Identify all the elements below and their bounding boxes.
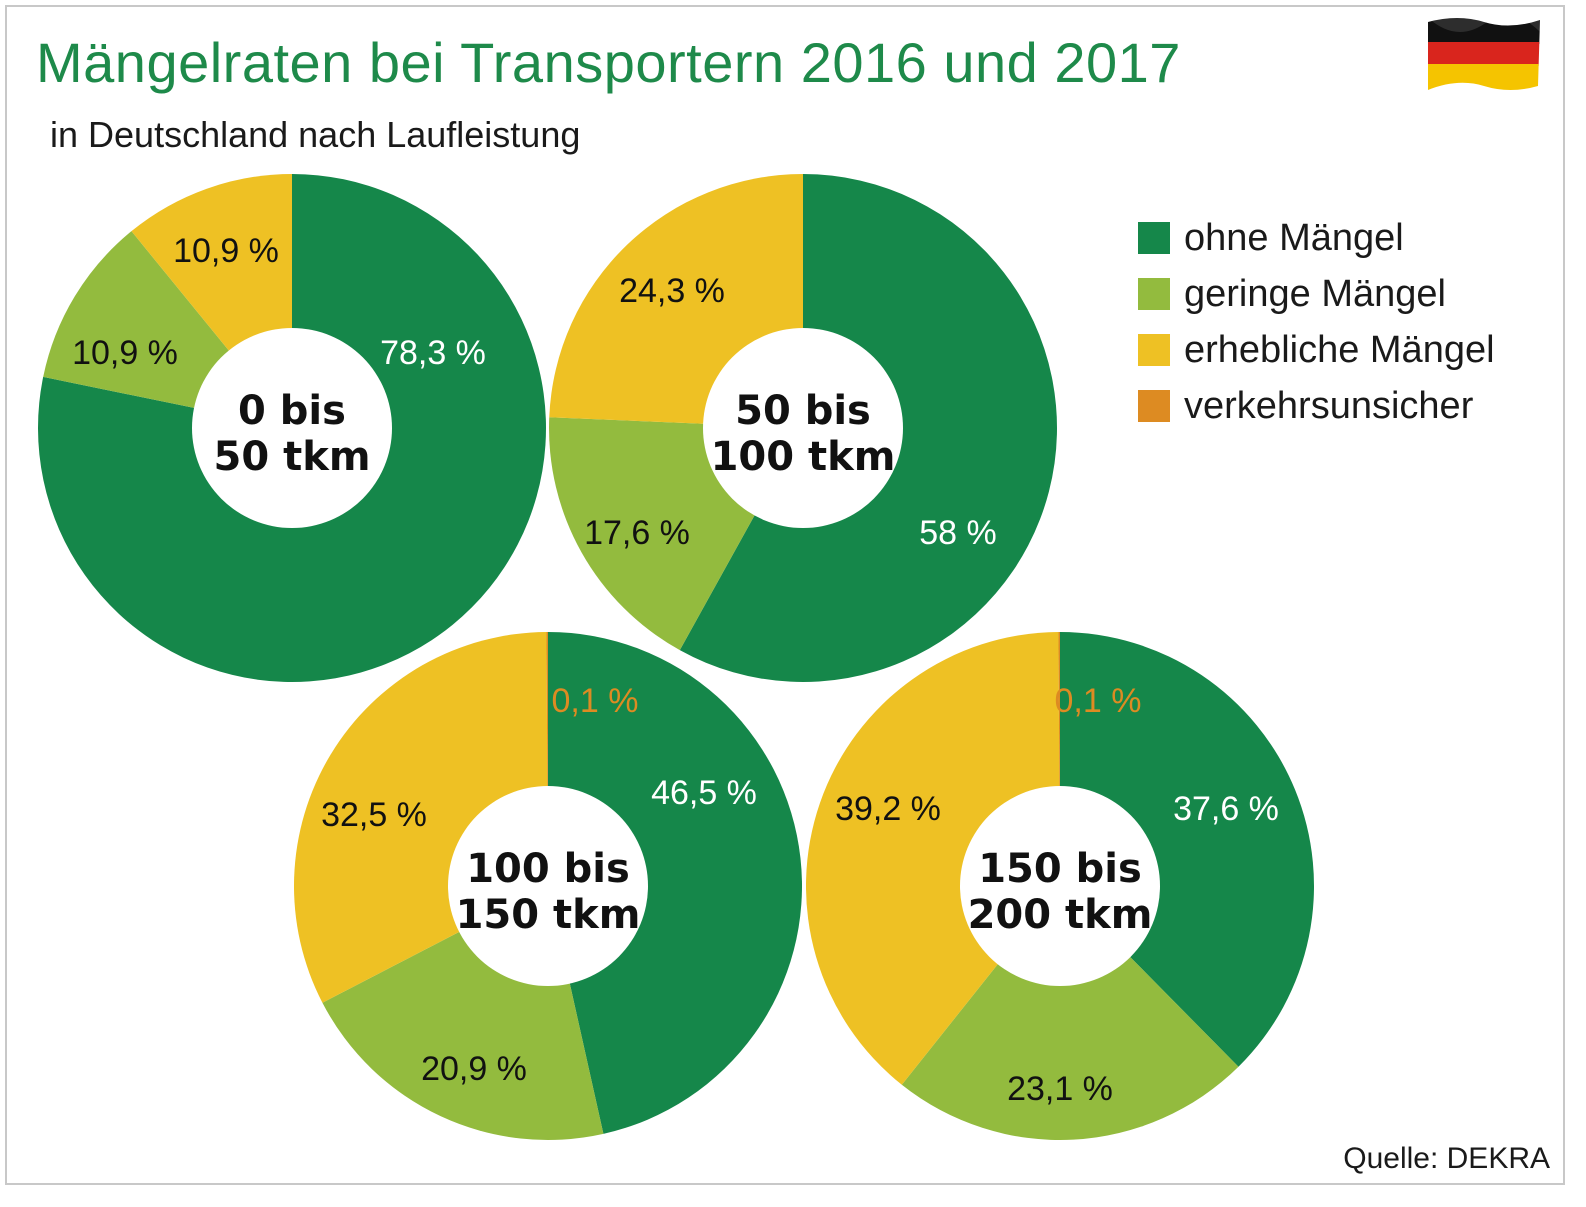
donut-hole <box>703 328 903 528</box>
donut-hole <box>960 786 1160 986</box>
data-label-erheblich: 32,5 % <box>321 796 427 834</box>
legend-item-erheblich: erhebliche Mängel <box>1138 322 1495 378</box>
data-label-gering: 10,9 % <box>72 334 178 372</box>
donut-hole <box>192 328 392 528</box>
chart-legend: ohne Mängel geringe Mängel erhebliche Mä… <box>1138 210 1495 434</box>
slice-gering <box>901 886 1239 1140</box>
legend-label: erhebliche Mängel <box>1184 328 1495 371</box>
source-note: Quelle: DEKRA <box>1343 1142 1550 1175</box>
legend-swatch <box>1138 334 1170 366</box>
german-flag-icon <box>1428 18 1540 90</box>
legend-label: ohne Mängel <box>1184 216 1404 259</box>
data-label-ohne: 46,5 % <box>651 774 757 812</box>
legend-swatch <box>1138 390 1170 422</box>
data-label-gering: 23,1 % <box>1007 1070 1113 1108</box>
legend-item-gering: geringe Mängel <box>1138 266 1495 322</box>
legend-swatch <box>1138 222 1170 254</box>
slice-ohne <box>1060 632 1314 1067</box>
legend-label: geringe Mängel <box>1184 272 1446 315</box>
center-label: 50 tkm <box>214 434 371 480</box>
data-label-erheblich: 10,9 % <box>173 232 279 270</box>
data-label-gering: 20,9 % <box>421 1050 527 1088</box>
slice-erheblich <box>806 632 1060 1085</box>
legend-item-unsicher: verkehrsunsicher <box>1138 378 1495 434</box>
center-label: 150 tkm <box>456 892 641 938</box>
center-label: 150 bis <box>978 846 1142 892</box>
data-label-erheblich: 39,2 % <box>835 790 941 828</box>
legend-label: verkehrsunsicher <box>1184 384 1474 427</box>
chart-subtitle: in Deutschland nach Laufleistung <box>50 114 581 155</box>
donut-hole <box>448 786 648 986</box>
center-label: 0 bis <box>238 388 346 434</box>
data-label-erheblich: 24,3 % <box>619 272 725 310</box>
legend-item-ohne: ohne Mängel <box>1138 210 1495 266</box>
chart-title: Mängelraten bei Transportern 2016 und 20… <box>36 31 1181 94</box>
data-label-ohne: 58 % <box>919 514 997 552</box>
legend-swatch <box>1138 278 1170 310</box>
slice-ohne <box>548 632 802 1134</box>
data-label-gering: 17,6 % <box>584 514 690 552</box>
center-label: 100 tkm <box>711 434 896 480</box>
data-label-ohne: 78,3 % <box>380 334 486 372</box>
center-label: 200 tkm <box>968 892 1153 938</box>
data-label-ohne: 37,6 % <box>1173 790 1279 828</box>
data-label-unsicher: 0,1 % <box>1055 682 1142 720</box>
center-label: 50 bis <box>735 388 871 434</box>
data-label-unsicher: 0,1 % <box>552 682 639 720</box>
center-label: 100 bis <box>466 846 630 892</box>
